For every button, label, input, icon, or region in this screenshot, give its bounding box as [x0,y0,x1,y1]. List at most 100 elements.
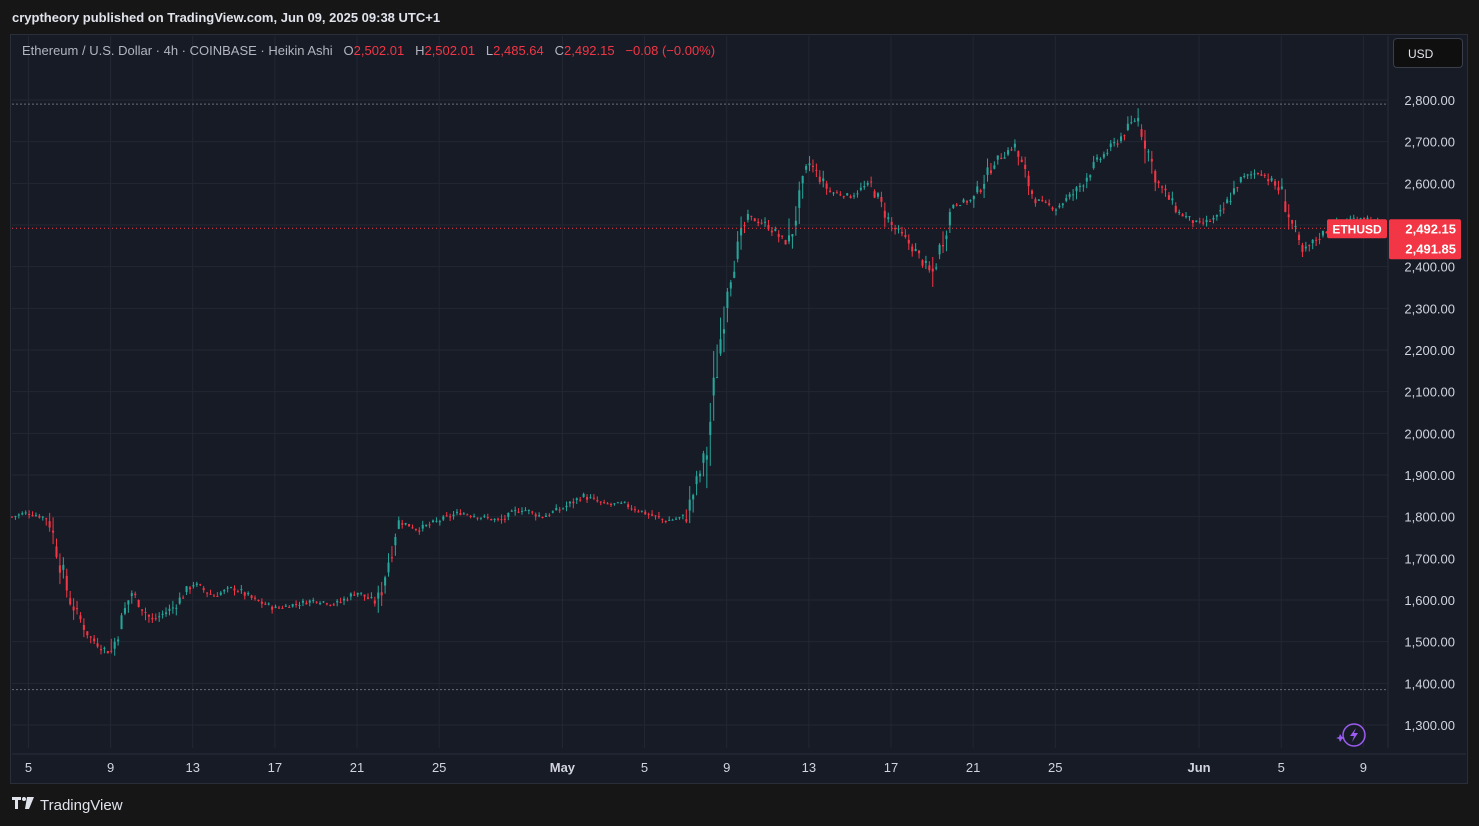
legend-low-value: 2,485.64 [493,43,544,58]
candle-body [295,604,298,606]
candle-body [787,235,791,242]
candle-body [589,497,592,499]
candle-body [777,234,780,237]
candle-body [123,608,126,614]
candle-body [151,617,154,620]
candle-body [452,514,455,517]
candle-body [664,521,667,523]
candle-body [298,604,301,606]
candle-body [1119,136,1123,142]
candle-body [14,516,17,518]
candle-body [62,564,65,570]
candle-body [565,505,568,508]
candle-body [89,636,92,638]
candle-body [288,606,291,608]
candle-body [1284,201,1287,212]
candle-body [671,519,674,521]
x-tick-label: Jun [1187,760,1210,775]
candle-body [206,592,209,594]
candle-body [425,524,428,526]
candle-body [144,612,147,614]
candle-body [606,503,609,505]
x-tick-label: 21 [350,760,364,775]
candle-body [983,184,986,189]
candle-body [764,221,767,223]
candle-body [1315,239,1318,241]
candle-body [1048,203,1051,205]
candle-body [551,511,554,513]
candle-body [661,518,664,520]
candle-body [582,493,585,498]
candle-body [657,516,660,518]
candle-body [117,639,120,642]
candle-body [668,519,671,521]
candle-body [1185,216,1188,218]
candle-body [41,516,44,518]
tradingview-wordmark: TradingView [40,796,123,814]
candle-body [212,595,215,597]
candle-body [1321,230,1324,236]
candle-body [1277,187,1280,191]
candle-body [647,513,650,515]
candle-body [1366,217,1369,219]
candle-body [811,165,814,167]
candle-body [538,515,541,517]
candle-body [1051,207,1054,210]
candle-body [770,230,773,233]
candle-body [1102,154,1105,158]
candle-body [260,601,263,604]
candle-body [962,199,965,203]
candle-body [483,515,486,517]
candle-body [65,575,68,591]
candle-body [1352,217,1355,219]
candle-body [312,600,315,602]
candle-body [767,225,770,230]
lightning-bolt-icon [1350,728,1358,742]
legend-low-label: L [485,43,494,58]
candle-body [866,183,869,185]
candle-body [1239,176,1242,182]
candle-body [48,521,51,528]
y-tick-label: 1,500.00 [1404,635,1455,650]
candle-body [969,199,972,201]
tradingview-brand[interactable]: TradingView [12,796,123,814]
candle-body [216,595,219,597]
candle-body [808,163,811,166]
candle-body [1133,120,1136,122]
candle-body [154,618,157,620]
candle-body [82,624,85,630]
candle-body [1013,143,1016,148]
candle-body [1267,179,1270,182]
candle-body [654,515,657,517]
candle-body [284,605,287,607]
candle-body [387,562,390,573]
candle-body [1232,188,1235,194]
candle-body [829,190,832,192]
candle-body [941,245,945,247]
candle-body [921,260,924,266]
candle-body [1226,199,1229,204]
candle-body [705,455,708,460]
candle-body [955,204,958,206]
candle-body [798,190,801,208]
candle-body [1256,172,1259,174]
last-price-tag [1389,219,1461,260]
candle-body [1109,143,1112,148]
candle-body [301,600,304,603]
candle-body [579,499,582,501]
candle-body [520,510,524,512]
candle-body [965,201,969,203]
candle-body [31,515,34,517]
candle-body [907,239,910,244]
candle-body [226,587,229,589]
candle-body [99,649,103,651]
candle-body [558,509,561,511]
chart-frame[interactable] [10,34,1468,784]
candle-body [743,225,746,227]
currency-button[interactable]: USD [1393,38,1463,68]
candle-body [555,507,558,511]
candle-body [414,528,417,530]
candle-body [859,187,862,190]
candle-body [435,520,438,522]
